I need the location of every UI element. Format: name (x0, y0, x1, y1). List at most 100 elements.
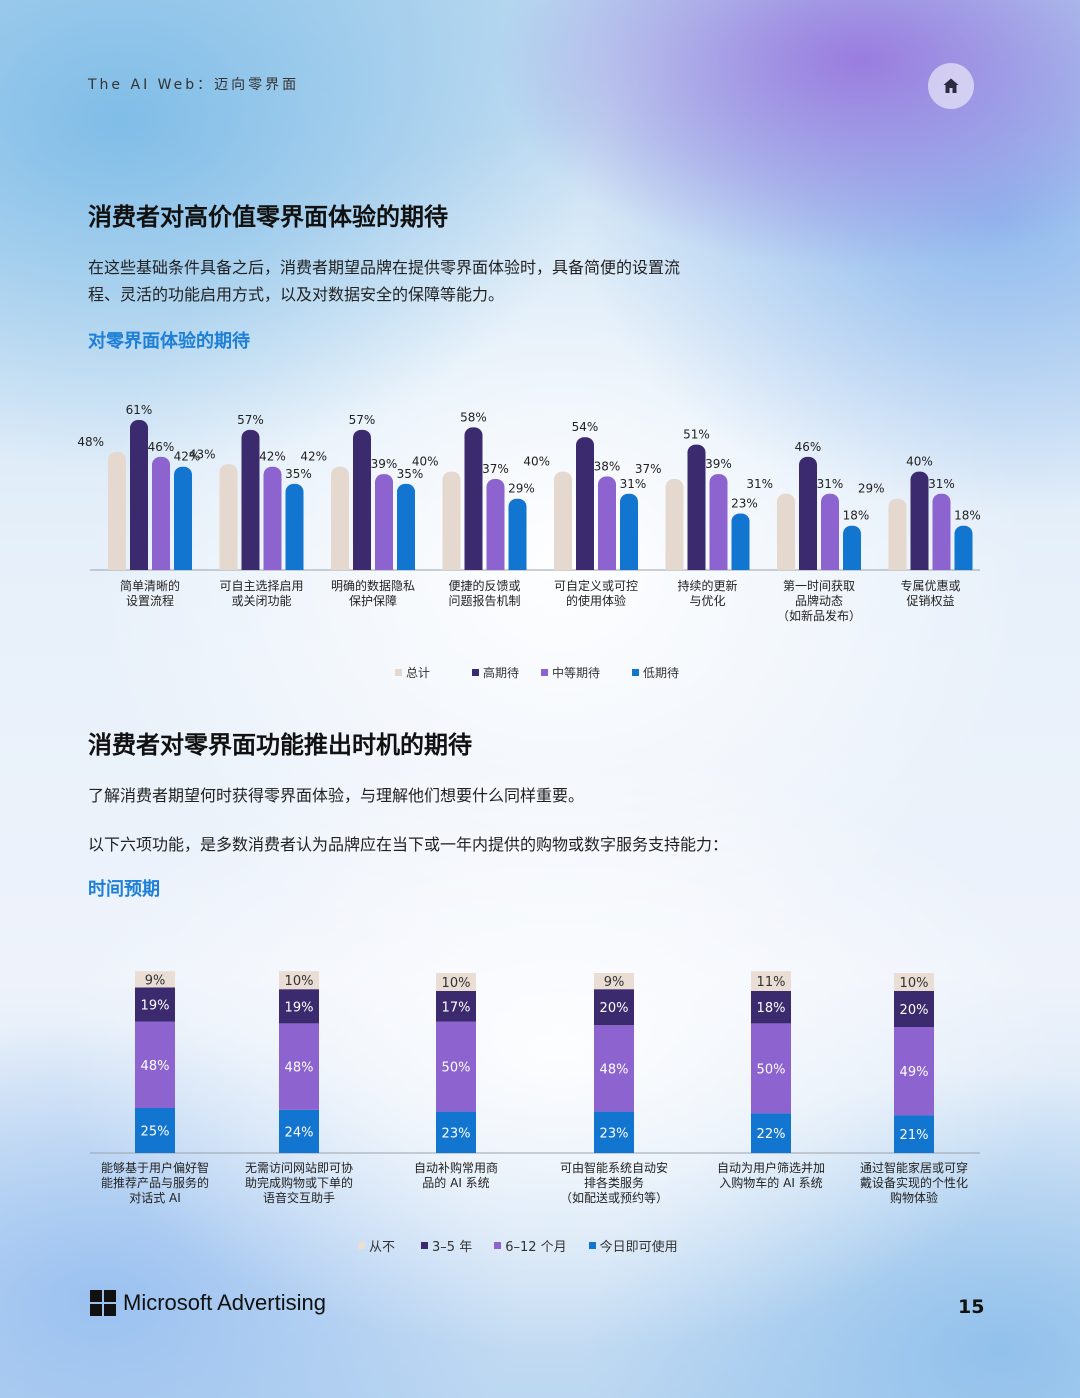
bar (486, 562, 505, 570)
legend-item-total: 总计 (395, 664, 430, 681)
legend-item-mid: 中等期待 (541, 664, 600, 681)
data-label: 23% (731, 496, 758, 510)
bar (821, 562, 839, 570)
category-label: 的使用体验 (566, 593, 626, 608)
data-label: 42% (259, 450, 286, 464)
legend-item-6-12-months: 6–12 个月 (494, 1236, 567, 1255)
legend-swatch (472, 669, 480, 676)
data-label: 61% (126, 403, 153, 417)
bar (219, 464, 238, 570)
category-label: 明确的数据隐私 (331, 578, 415, 593)
segment-label: 17% (442, 1000, 471, 1015)
legend-label: 3–5 年 (432, 1240, 473, 1255)
category-label: 排各类服务 (584, 1175, 644, 1190)
bar (888, 562, 907, 570)
data-label: 54% (572, 420, 599, 434)
bar (777, 493, 795, 570)
bar (843, 525, 861, 570)
data-label: 35% (397, 467, 424, 481)
data-label: 46% (795, 440, 822, 454)
stack-segment (594, 1111, 634, 1153)
category-label: 对话式 AI (129, 1191, 181, 1205)
data-label: 31% (620, 477, 647, 491)
stack-segment (135, 1021, 175, 1108)
segment-label: 9% (604, 975, 625, 990)
segment-label: 19% (285, 1000, 314, 1015)
bar (464, 427, 483, 570)
bar (331, 562, 349, 570)
stack-segment (135, 971, 175, 988)
bar (152, 562, 170, 570)
category-label: 保护保障 (349, 593, 397, 608)
bar (331, 466, 349, 570)
data-label: 37% (482, 462, 509, 476)
page-number: 15 (958, 1296, 985, 1318)
segment-label: 48% (600, 1062, 629, 1077)
section1-paragraph-line: 在这些基础条件具备之后，消费者期望品牌在提供零界面体验时，具备简便的设置流 (88, 258, 681, 277)
bar (888, 498, 907, 570)
stack-segment (279, 989, 319, 1024)
category-label: 可由智能系统自动安 (560, 1160, 668, 1175)
bar (108, 451, 126, 570)
data-label: 46% (148, 440, 175, 454)
bar (508, 562, 527, 570)
brand-name: Microsoft Advertising (123, 1290, 326, 1315)
bar (821, 493, 839, 570)
category-label: 持续的更新 (677, 578, 737, 593)
bar (709, 474, 728, 570)
category-label: 品牌动态 (795, 594, 843, 608)
stack-segment (594, 989, 634, 1026)
chart2-legend: 从不 3–5 年 6–12 个月 今日即可使用 (358, 1236, 700, 1255)
microsoft-logo-icon (90, 1290, 116, 1316)
segment-label: 48% (141, 1059, 170, 1074)
legend-swatch (632, 669, 640, 676)
bar (910, 471, 929, 570)
bar (375, 562, 393, 570)
segment-label: 50% (442, 1061, 471, 1076)
bar (954, 562, 973, 570)
home-button[interactable] (928, 63, 974, 109)
section2-paragraph-1: 了解消费者期望何时获得零界面体验，与理解他们想要什么同样重要。 (88, 786, 585, 805)
segment-label: 20% (900, 1003, 929, 1018)
category-label: 购物体验 (890, 1190, 938, 1205)
stack-segment (751, 1113, 791, 1153)
bar (576, 562, 594, 570)
category-label: 自动为用户筛选并加 (717, 1160, 825, 1175)
data-label: 43% (189, 447, 216, 461)
bar (174, 466, 192, 570)
legend-swatch (588, 1242, 596, 1249)
stack-segment (894, 973, 934, 991)
stack-segment (436, 1111, 476, 1153)
stack-segment (135, 987, 175, 1022)
category-label: 可自定义或可控 (554, 578, 638, 593)
stack-segment (436, 991, 476, 1022)
bar (932, 493, 951, 570)
bar (731, 562, 750, 570)
bar (130, 420, 148, 570)
data-label: 48% (77, 435, 104, 449)
segment-label: 24% (285, 1125, 314, 1140)
stack-segment (894, 1027, 934, 1116)
stack-segment (751, 1023, 791, 1114)
data-label: 39% (371, 457, 398, 471)
section2-paragraph-2: 以下六项功能，是多数消费者认为品牌应在当下或一年内提供的购物或数字服务支持能力： (88, 835, 729, 854)
category-label: 第一时间获取 (783, 579, 855, 593)
bar (598, 562, 616, 570)
bar (620, 562, 638, 570)
stack-segment (751, 971, 791, 991)
data-label: 37% (635, 462, 662, 476)
category-label: 无需访问网站即可协 (245, 1160, 353, 1175)
bar (442, 471, 461, 570)
category-label: 能推荐产品与服务的 (101, 1175, 209, 1190)
data-label: 42% (174, 450, 201, 464)
data-label: 40% (906, 455, 933, 469)
data-label: 18% (954, 509, 981, 523)
data-label: 29% (508, 482, 535, 496)
bar (687, 562, 706, 570)
bar (263, 466, 282, 570)
legend-label: 低期待 (643, 666, 680, 680)
bar (241, 429, 260, 570)
bar (799, 456, 817, 570)
chart1-legend: 总计 高期待 中等期待 低期待 (395, 664, 701, 681)
